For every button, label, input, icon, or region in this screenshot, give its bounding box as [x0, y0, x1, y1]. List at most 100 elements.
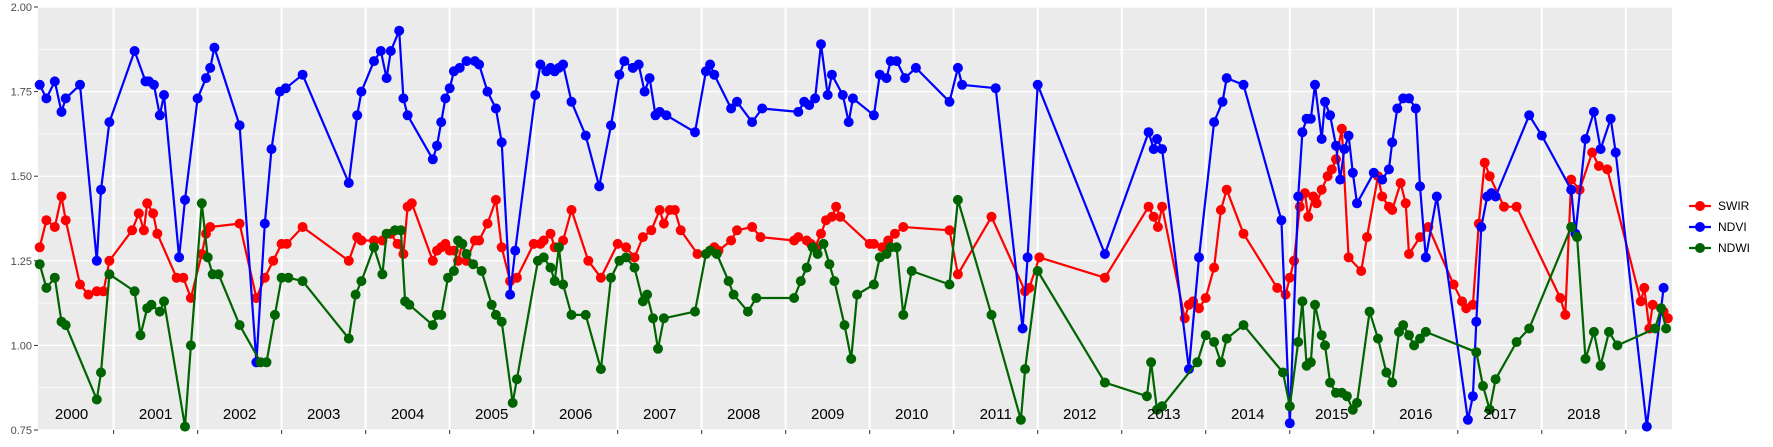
- data-point-swir: [474, 235, 485, 246]
- data-point-swir: [732, 225, 742, 236]
- data-point-ndvi: [1566, 184, 1577, 195]
- year-label: 2013: [1147, 406, 1180, 423]
- data-point-ndwi: [381, 228, 392, 239]
- data-point-ndwi: [104, 269, 115, 280]
- data-point-ndvi: [1143, 127, 1154, 138]
- data-point-ndvi: [192, 93, 203, 104]
- data-point-ndwi: [1157, 401, 1168, 412]
- data-point-ndvi: [1536, 130, 1547, 141]
- data-point-ndvi: [1431, 191, 1442, 202]
- data-point-ndwi: [34, 259, 45, 270]
- data-point-swir: [1143, 201, 1154, 212]
- data-point-swir: [1311, 198, 1322, 209]
- data-point-swir: [34, 242, 45, 253]
- data-point-ndwi: [629, 262, 640, 273]
- data-point-ndvi: [990, 83, 1001, 94]
- data-point-ndvi: [847, 93, 858, 104]
- year-label: 2010: [895, 406, 928, 423]
- data-point-swir: [1294, 201, 1305, 212]
- data-point-ndwi: [952, 194, 963, 205]
- data-point-ndvi: [104, 117, 115, 128]
- data-point-ndwi: [159, 296, 169, 307]
- data-point-swir: [104, 255, 115, 266]
- data-point-swir: [1467, 299, 1478, 310]
- data-point-ndvi: [398, 93, 409, 104]
- year-label: 2011: [980, 406, 1012, 423]
- data-point-ndvi: [1352, 198, 1362, 209]
- data-point-ndwi: [1099, 377, 1110, 388]
- data-point-swir: [1157, 201, 1168, 212]
- data-point-ndvi: [535, 59, 546, 70]
- data-point-ndvi: [1524, 110, 1535, 121]
- data-point-swir: [234, 218, 245, 229]
- data-point-ndvi: [1339, 144, 1350, 155]
- year-label: 2005: [475, 406, 508, 423]
- data-point-ndwi: [202, 252, 213, 263]
- year-label: 2018: [1567, 406, 1600, 423]
- data-point-swir: [669, 205, 680, 215]
- data-point-swir: [986, 211, 997, 222]
- data-point-ndvi: [1022, 252, 1033, 263]
- data-point-ndvi: [757, 103, 768, 114]
- data-point-swir: [56, 191, 67, 202]
- legend-key-point-ndwi: [1695, 243, 1705, 253]
- data-point-ndwi: [496, 316, 507, 327]
- data-point-swir: [138, 225, 149, 236]
- data-point-ndwi: [377, 269, 388, 280]
- data-point-ndwi: [343, 333, 354, 344]
- data-point-ndwi: [1478, 381, 1488, 391]
- data-point-swir: [831, 201, 842, 212]
- data-point-swir: [1395, 178, 1406, 188]
- data-point-ndvi: [1462, 414, 1473, 425]
- data-point-ndvi: [822, 90, 833, 100]
- data-point-ndvi: [490, 103, 501, 114]
- data-point-ndvi: [510, 245, 521, 256]
- data-point-ndwi: [395, 225, 406, 236]
- data-point-ndwi: [742, 306, 753, 317]
- data-point-swir: [1362, 232, 1372, 243]
- data-point-swir: [1602, 164, 1613, 175]
- data-point-ndwi: [653, 343, 663, 354]
- data-point-swir: [1587, 147, 1598, 158]
- data-point-ndvi: [1580, 134, 1591, 144]
- data-point-ndvi: [461, 56, 472, 67]
- data-point-ndvi: [1420, 252, 1431, 263]
- series-line-ndwi: [38, 198, 1668, 428]
- data-point-ndwi: [234, 320, 245, 331]
- data-point-swir: [952, 269, 963, 280]
- data-point-swir: [889, 228, 900, 239]
- data-point-ndwi: [213, 269, 224, 280]
- data-point-swir: [1238, 228, 1249, 239]
- data-point-ndwi: [1524, 323, 1535, 334]
- data-point-ndvi: [747, 117, 758, 128]
- data-point-ndwi: [1305, 357, 1316, 368]
- data-point-ndvi: [1490, 191, 1501, 202]
- data-point-ndvi: [826, 69, 837, 80]
- data-point-ndwi: [545, 262, 556, 273]
- data-point-swir: [675, 225, 686, 236]
- data-point-ndwi: [1404, 330, 1414, 341]
- data-point-ndvi: [41, 93, 52, 104]
- data-point-ndwi: [553, 242, 564, 253]
- data-point-swir: [1400, 198, 1411, 209]
- data-point-swir: [1593, 161, 1604, 171]
- data-point-ndwi: [1471, 347, 1482, 358]
- data-point-ndvi: [1305, 113, 1316, 124]
- legend-label-ndwi: NDWI: [1718, 241, 1750, 255]
- data-point-ndwi: [1661, 323, 1672, 334]
- legend: SWIR NDVI NDWI: [1689, 199, 1750, 255]
- data-point-ndvi: [1467, 391, 1478, 402]
- data-point-ndvi: [881, 73, 892, 84]
- data-point-ndvi: [280, 83, 291, 94]
- data-point-swir: [60, 215, 71, 226]
- data-point-ndwi: [642, 289, 653, 300]
- data-point-ndvi: [1347, 167, 1358, 178]
- data-point-ndwi: [297, 276, 308, 287]
- data-point-ndvi: [1383, 164, 1394, 175]
- year-label: 2003: [307, 406, 340, 423]
- data-point-ndwi: [751, 293, 762, 303]
- data-point-ndwi: [135, 330, 146, 341]
- data-point-swir: [1284, 272, 1295, 283]
- year-label: 2001: [139, 406, 172, 423]
- data-point-ndwi: [1238, 320, 1249, 331]
